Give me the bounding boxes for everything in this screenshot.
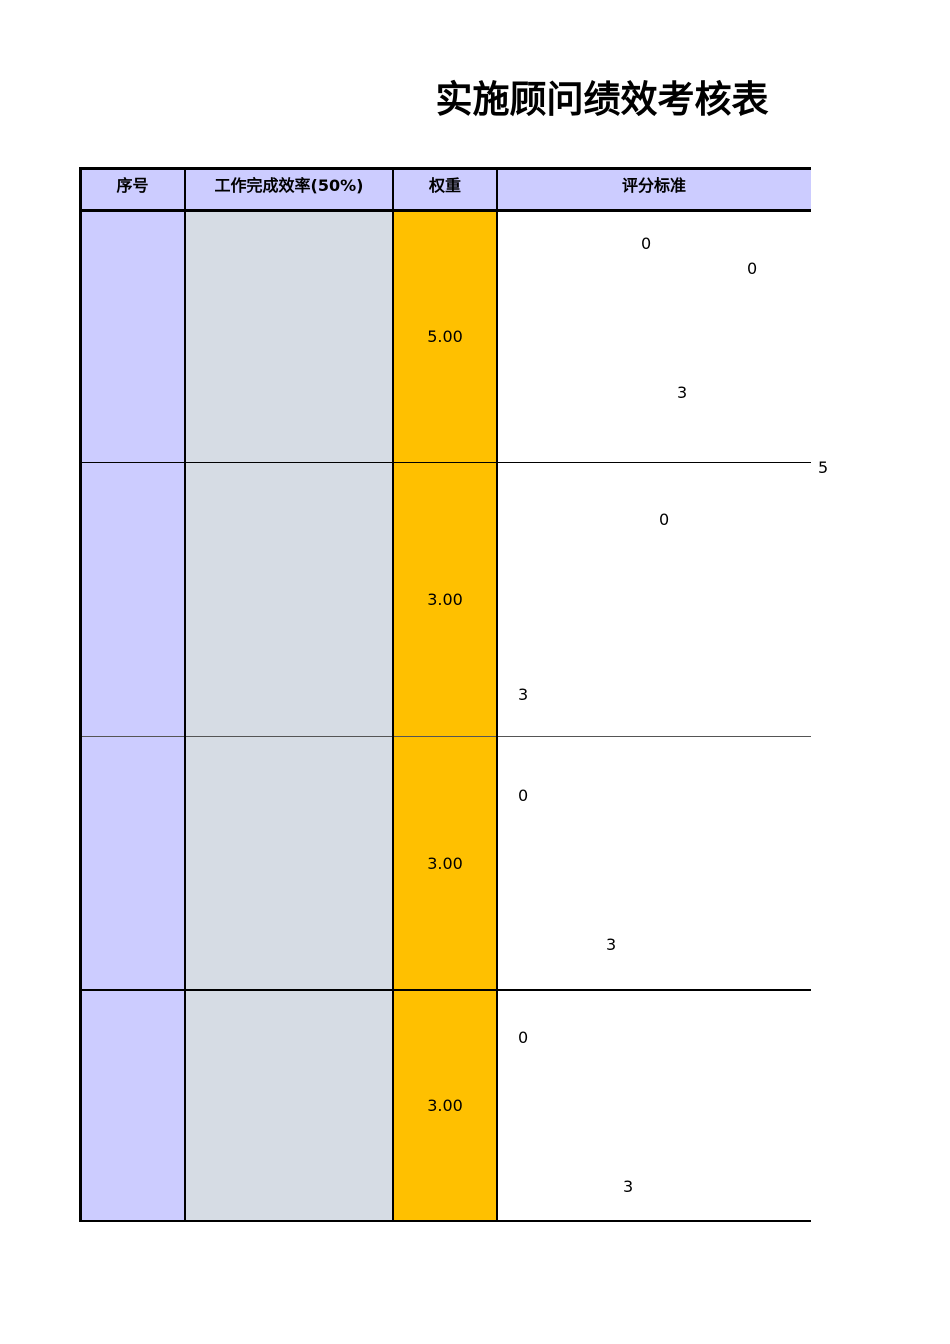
criteria-text: 3 bbox=[518, 685, 529, 704]
item-cell bbox=[185, 463, 393, 737]
index-cell bbox=[80, 737, 185, 990]
header-cell: 权重 bbox=[393, 168, 497, 211]
criteria-text: 0 bbox=[518, 786, 529, 805]
title: 实施顾问绩效考核表 bbox=[435, 78, 769, 121]
criteria-text: 0 bbox=[518, 1028, 529, 1047]
header-cell: 评分标准 bbox=[497, 168, 811, 211]
index-cell bbox=[80, 990, 185, 1221]
criteria-text: 3 bbox=[623, 1177, 634, 1196]
criteria-text: 0 bbox=[659, 510, 670, 529]
border bbox=[392, 167, 394, 1222]
border bbox=[496, 167, 498, 1222]
border bbox=[79, 1220, 811, 1222]
header-cell: 工作完成效率(50%) bbox=[185, 168, 393, 211]
weight-cell: 3.00 bbox=[393, 990, 497, 1221]
criteria-text: 3 bbox=[606, 935, 617, 954]
border bbox=[79, 209, 811, 212]
item-cell bbox=[185, 737, 393, 990]
weight-cell: 3.00 bbox=[393, 463, 497, 737]
index-cell bbox=[80, 211, 185, 463]
index-cell bbox=[80, 463, 185, 737]
criteria-text: 3 bbox=[677, 383, 688, 402]
border bbox=[79, 167, 82, 1222]
side-note: 5 bbox=[818, 458, 829, 477]
border bbox=[184, 167, 186, 1222]
border bbox=[79, 736, 811, 737]
border bbox=[79, 462, 811, 463]
item-cell bbox=[185, 211, 393, 463]
weight-cell: 3.00 bbox=[393, 737, 497, 990]
header-cell: 序号 bbox=[80, 168, 185, 211]
border bbox=[79, 989, 811, 991]
item-cell bbox=[185, 990, 393, 1221]
weight-cell: 5.00 bbox=[393, 211, 497, 463]
border bbox=[79, 167, 811, 170]
criteria-text: 0 bbox=[641, 234, 652, 253]
criteria-text: 0 bbox=[747, 259, 758, 278]
